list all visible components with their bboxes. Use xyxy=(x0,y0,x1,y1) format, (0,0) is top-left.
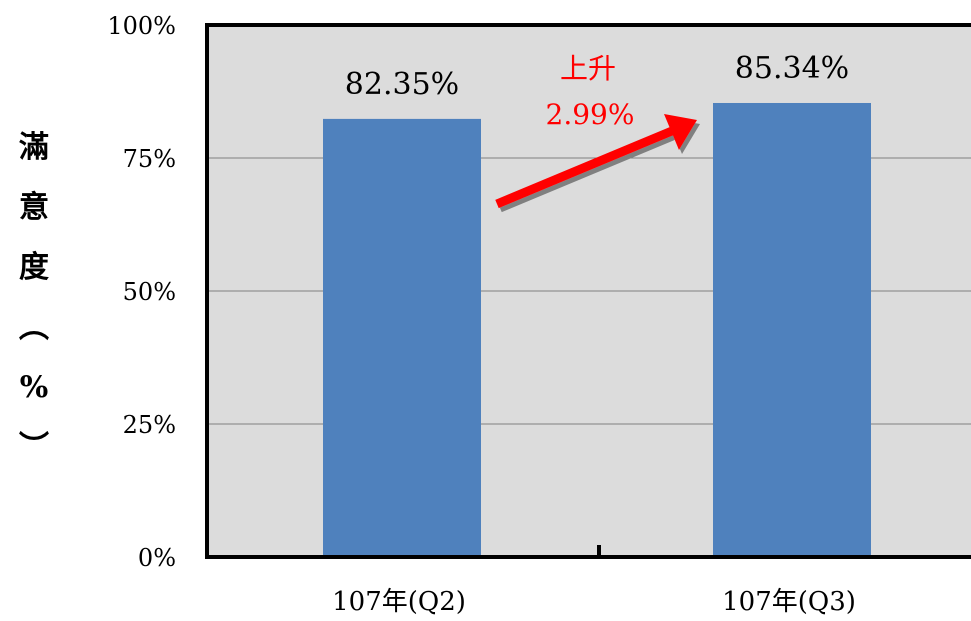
bar-1 xyxy=(323,118,481,557)
bar-2 xyxy=(713,102,871,557)
data-label-1: 82.35% xyxy=(345,67,459,102)
y-axis-title-glyph: 滿 xyxy=(19,130,49,165)
y-axis-title-glyph: ︵ xyxy=(19,310,49,345)
y-axis-title: 滿意度 ︵% ︶ xyxy=(14,118,54,478)
increase-arrow-shaft xyxy=(495,126,674,209)
y-axis-title-glyph: 度 xyxy=(19,250,49,285)
y-tick-label: 100% xyxy=(107,12,176,40)
x-category-label-2: 107年(Q3) xyxy=(722,587,856,617)
y-axis-title-glyph: ︶ xyxy=(19,430,49,465)
y-tick-label: 0% xyxy=(138,544,176,572)
increase-arrow xyxy=(495,114,697,209)
data-label-2: 85.34% xyxy=(735,51,849,86)
y-tick-label: 50% xyxy=(123,278,176,306)
y-tick-label: 25% xyxy=(123,411,176,439)
x-category-label-1: 107年(Q2) xyxy=(332,587,466,617)
annotation-line1: 上升 xyxy=(560,52,616,85)
y-tick-labels: 0% 25% 50% 75% 100% xyxy=(107,12,176,572)
bars xyxy=(323,102,871,557)
y-axis-title-glyph: 意 xyxy=(19,190,49,225)
annotation-line2: 2.99% xyxy=(546,98,635,131)
data-labels: 82.35% 85.34% xyxy=(345,51,849,102)
y-axis-title-glyph: % xyxy=(19,370,49,405)
increase-arrow-head xyxy=(664,114,697,150)
y-tick-label: 75% xyxy=(123,145,176,173)
x-category-labels: 107年(Q2) 107年(Q3) xyxy=(332,587,856,617)
